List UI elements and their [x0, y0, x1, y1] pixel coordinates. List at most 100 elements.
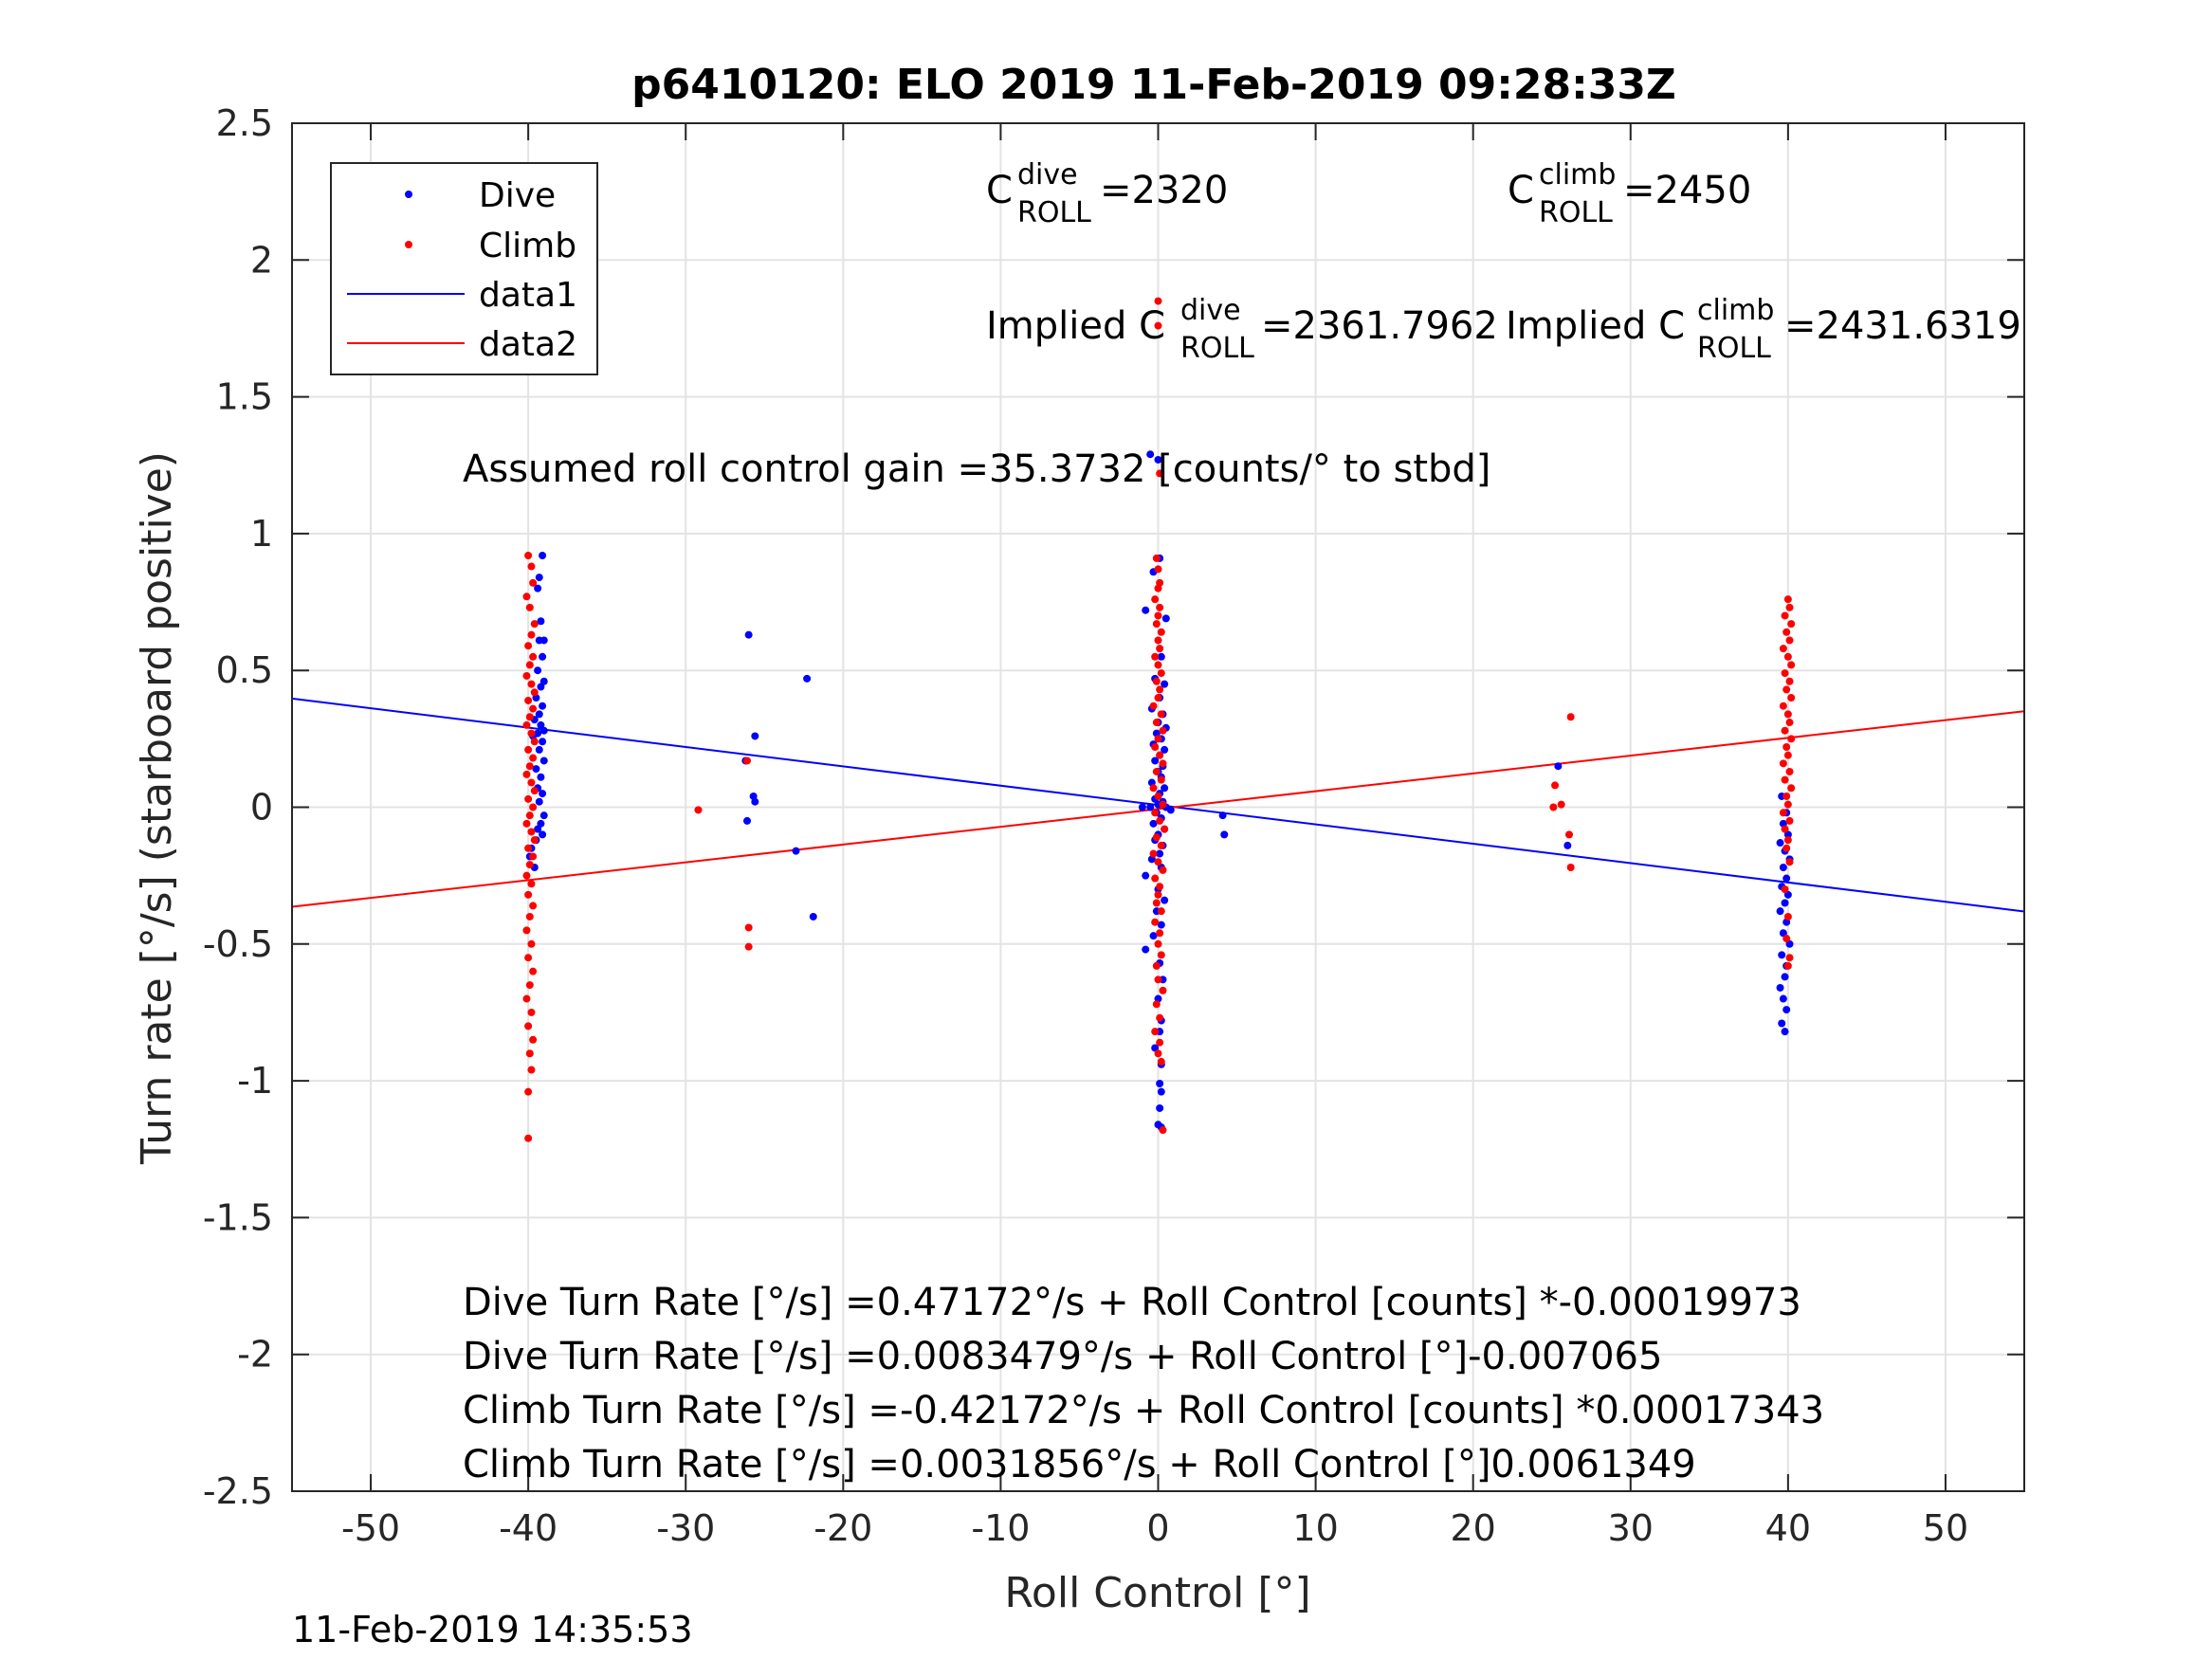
climb-point [1152, 719, 1161, 727]
climb-point [530, 787, 539, 795]
climb-point [1782, 685, 1791, 694]
climb-point [524, 890, 533, 899]
c-climb-value: =2450 [1623, 169, 1751, 212]
climb-point [1157, 775, 1165, 784]
x-tick-label: -50 [341, 1507, 400, 1549]
fit-line-text-2: Dive Turn Rate [°/s] =0.0083479°/s + Rol… [463, 1335, 1662, 1378]
climb-point [1151, 743, 1160, 752]
climb-point [1783, 595, 1792, 604]
climb-point [522, 871, 531, 880]
climb-point [1157, 628, 1165, 636]
dive-point [1157, 921, 1165, 929]
climb-point [1787, 694, 1796, 702]
data-points [522, 297, 1796, 1142]
climb-point [1557, 800, 1565, 809]
climb-point [1785, 677, 1794, 685]
dive-point [1146, 803, 1155, 811]
climb-point [1156, 1013, 1164, 1022]
dive-point [1779, 863, 1787, 871]
climb-point [1157, 1057, 1165, 1066]
dive-point [1154, 455, 1162, 464]
climb-point [1156, 1038, 1164, 1047]
climb-point [1156, 816, 1164, 825]
climb-point [1779, 702, 1787, 710]
implied-climb-sub: ROLL [1697, 332, 1771, 365]
climb-point [744, 923, 753, 932]
climb-point [1154, 565, 1162, 574]
implied-climb-base: Implied C [1506, 304, 1685, 348]
climb-point [1151, 652, 1160, 661]
x-tick-label: -10 [971, 1507, 1030, 1549]
climb-point [1156, 751, 1164, 759]
climb-point [1149, 849, 1158, 858]
climb-point [1787, 735, 1796, 743]
dive-point [803, 674, 812, 683]
climb-point [522, 994, 531, 1003]
climb-point [1779, 809, 1787, 817]
climb-point [527, 939, 536, 948]
dive-point [1161, 784, 1169, 793]
x-tick-label: -20 [814, 1507, 872, 1549]
x-tick-label: -40 [499, 1507, 558, 1549]
y-tick-label: 0.5 [216, 649, 273, 691]
climb-point [1551, 781, 1560, 790]
dive-point [534, 584, 542, 592]
dive-point [532, 765, 540, 774]
climb-point [1781, 611, 1789, 620]
climb-point [525, 861, 534, 869]
climb-point [1785, 816, 1794, 825]
climb-point [1785, 858, 1794, 866]
climb-point [1151, 874, 1160, 883]
climb-point [1782, 743, 1791, 752]
dive-point [534, 666, 542, 675]
climb-point [524, 1087, 533, 1096]
y-tick-label: -2 [237, 1334, 273, 1376]
climb-point [1157, 841, 1165, 849]
y-tick-label: -2.5 [203, 1470, 273, 1512]
climb-point [1152, 620, 1161, 629]
climb-point [1154, 611, 1162, 620]
fit-line-text-4: Climb Turn Rate [°/s] =0.0031856°/s + Ro… [463, 1443, 1696, 1486]
y-tick-label: 2.5 [216, 102, 273, 144]
climb-point [1783, 912, 1792, 921]
climb-point [1154, 890, 1162, 899]
climb-point [1782, 628, 1791, 636]
climb-point [1157, 951, 1165, 959]
climb-point [522, 592, 531, 601]
c-dive-sub: ROLL [1017, 196, 1091, 229]
climb-point [1154, 297, 1162, 305]
climb-point [1785, 603, 1794, 611]
c-climb-sub: ROLL [1539, 196, 1613, 229]
climb-point [1151, 918, 1160, 926]
climb-point [529, 967, 538, 975]
climb-point [525, 912, 534, 921]
climb-point [525, 762, 534, 771]
climb-point [1785, 767, 1794, 775]
x-axis-label: Roll Control [°] [1004, 1569, 1310, 1617]
climb-point [525, 811, 534, 820]
climb-point [1782, 935, 1791, 943]
climb-point [1156, 645, 1164, 653]
climb-point [1152, 833, 1161, 842]
dive-point [751, 797, 759, 806]
dive-point [809, 912, 817, 921]
x-tick-label: 0 [1146, 1507, 1169, 1549]
dive-point [537, 683, 545, 691]
c-dive-base: C [986, 169, 1013, 212]
climb-point [527, 880, 536, 888]
annotation-c-dive: C dive ROLL =2320 [986, 158, 1228, 229]
climb-point [1151, 809, 1160, 817]
x-tick-label: 10 [1292, 1507, 1338, 1549]
climb-point [527, 828, 536, 836]
climb-point [525, 713, 534, 721]
dive-point [1554, 762, 1563, 771]
y-tick-label: -1.5 [203, 1196, 273, 1238]
climb-point [1787, 784, 1796, 793]
climb-point [1564, 830, 1573, 839]
climb-point [1783, 710, 1792, 719]
dive-point [1776, 839, 1784, 848]
legend: Dive Climb data1 data2 [330, 162, 598, 375]
climb-point [1781, 885, 1789, 894]
climb-point [694, 806, 703, 814]
climb-point [525, 1049, 534, 1058]
